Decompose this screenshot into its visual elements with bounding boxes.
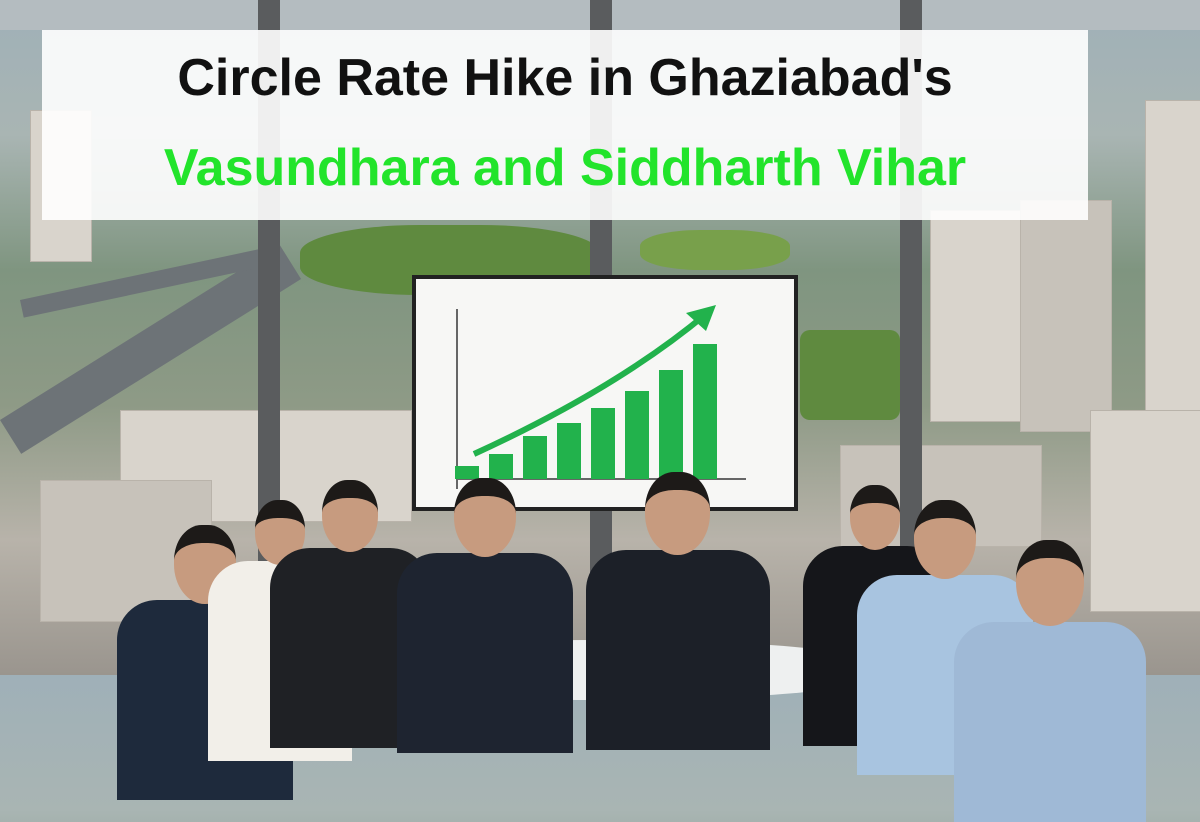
- person-head: [1016, 540, 1084, 627]
- person-head: [322, 480, 378, 552]
- chart-y-axis: [456, 309, 458, 489]
- person-head: [454, 478, 516, 558]
- screen-chart-bar: [489, 454, 513, 479]
- building: [1090, 410, 1200, 612]
- presentation-screen: [412, 275, 798, 511]
- building: [1020, 200, 1112, 432]
- screen-chart-bar: [693, 344, 717, 479]
- park: [800, 330, 900, 420]
- person-head: [645, 472, 710, 555]
- screen-chart-bar: [625, 391, 649, 479]
- person-head: [849, 485, 901, 550]
- screen-chart-bar: [455, 466, 479, 479]
- headline-line-1: Circle Rate Hike in Ghaziabad's: [177, 49, 953, 107]
- person-head: [254, 500, 306, 565]
- screen-chart-bar: [557, 423, 581, 479]
- person-body: [585, 550, 770, 751]
- trend-arrow-icon: [472, 305, 716, 457]
- building: [930, 210, 1022, 422]
- chart-x-axis: [456, 478, 746, 480]
- person-body: [954, 621, 1146, 822]
- headline-banner: Circle Rate Hike in Ghaziabad's Vasundha…: [42, 30, 1088, 220]
- headline-line-2: Vasundhara and Siddharth Vihar: [163, 139, 967, 197]
- person-body: [397, 552, 573, 753]
- screen-chart-bar: [591, 408, 615, 479]
- screen-chart-bar: [659, 370, 683, 479]
- screen-chart-bar: [523, 436, 547, 479]
- person-head: [914, 500, 976, 580]
- park: [640, 230, 790, 270]
- building: [1145, 100, 1200, 422]
